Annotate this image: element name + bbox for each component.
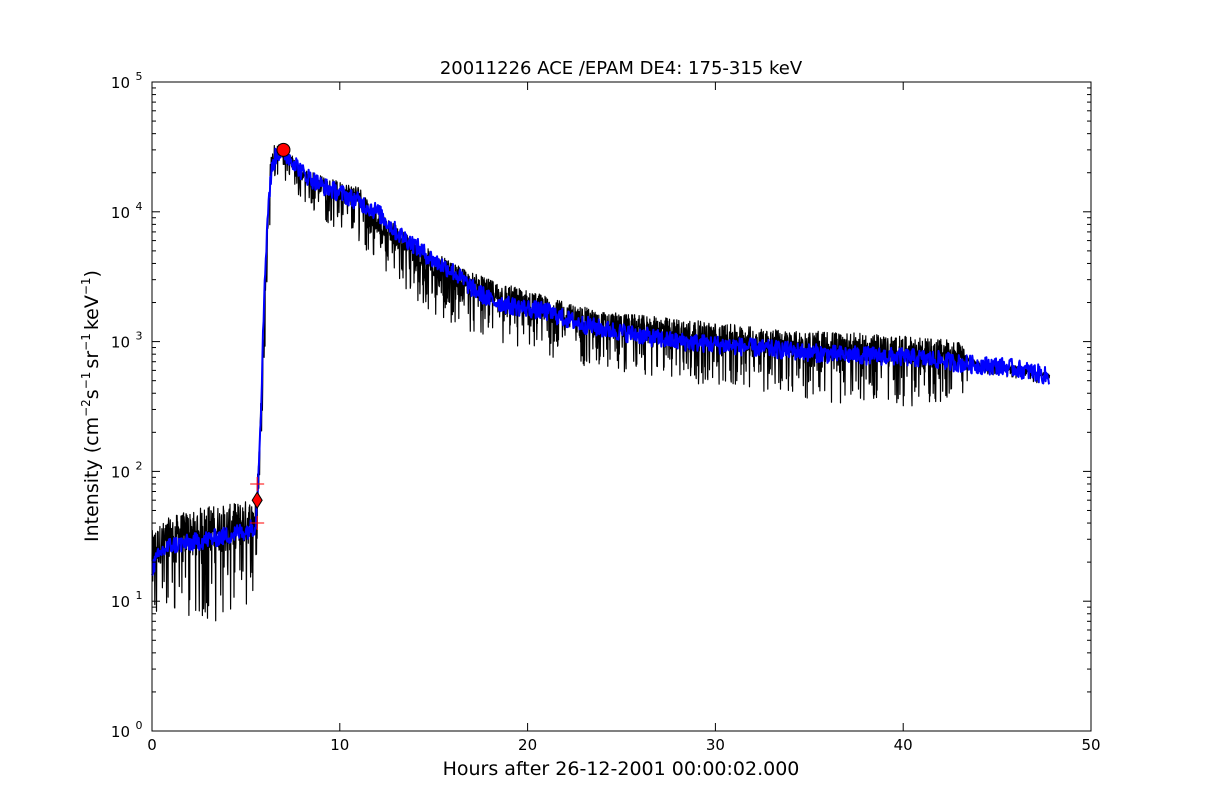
y-axis-label-prefix: Intensity (cm bbox=[81, 417, 103, 542]
y-axis-label-mid1: s bbox=[81, 389, 103, 399]
y-axis-label-exp2: −1 bbox=[79, 372, 93, 390]
y-axis-label-suffix: ) bbox=[81, 270, 103, 277]
y-axis-label-exp4: −1 bbox=[79, 277, 93, 295]
x-tick-label: 20 bbox=[518, 736, 537, 754]
ticks-layer bbox=[151, 81, 1092, 732]
y-tick-label: 10 bbox=[111, 74, 130, 92]
y-axis-label-mid2: sr bbox=[81, 351, 103, 369]
y-tick-label: 10 bbox=[111, 593, 130, 611]
x-tick-label: 40 bbox=[894, 736, 913, 754]
onset-error-marker bbox=[250, 516, 265, 531]
y-tick-label-exponent: 5 bbox=[136, 70, 143, 83]
y-axis-label-exp1: −2 bbox=[79, 399, 93, 417]
y-tick-labels: 10 0 10 1 10 2 10 3 10 4 10 5 bbox=[111, 70, 143, 741]
x-tick-label: 50 bbox=[1081, 736, 1100, 754]
series-layer bbox=[151, 144, 1051, 622]
x-tick-label: 30 bbox=[706, 736, 725, 754]
y-tick-label: 10 bbox=[111, 463, 130, 481]
onset-marker bbox=[251, 491, 263, 510]
onset-error-marker bbox=[250, 476, 265, 491]
y-tick-label-exponent: 2 bbox=[136, 459, 143, 472]
y-tick-label-exponent: 1 bbox=[136, 589, 143, 602]
marker-layer bbox=[250, 142, 291, 531]
chart-title: 20011226 ACE /EPAM DE4: 175-315 keV bbox=[440, 58, 803, 79]
peak-marker bbox=[276, 142, 291, 157]
y-axis-label-mid3: keV bbox=[81, 295, 103, 330]
x-tick-labels: 0 10 20 30 40 50 bbox=[147, 736, 1100, 754]
series-smoothed-line bbox=[151, 144, 1051, 577]
y-tick-label: 10 bbox=[111, 204, 130, 222]
y-tick-label-exponent: 3 bbox=[136, 330, 143, 343]
y-tick-label: 10 bbox=[111, 723, 130, 741]
plot-frame bbox=[151, 81, 1092, 732]
y-axis-label: Intensity (cm−2s−1sr−1keV−1) bbox=[79, 270, 103, 542]
x-tick-label: 10 bbox=[330, 736, 349, 754]
x-tick-label: 0 bbox=[147, 736, 157, 754]
x-axis-label: Hours after 26-12-2001 00:00:02.000 bbox=[443, 758, 800, 780]
y-tick-label-exponent: 0 bbox=[136, 719, 143, 732]
y-axis-label-exp3: −1 bbox=[79, 333, 93, 351]
y-tick-label: 10 bbox=[111, 334, 130, 352]
y-tick-label-exponent: 4 bbox=[136, 200, 143, 213]
